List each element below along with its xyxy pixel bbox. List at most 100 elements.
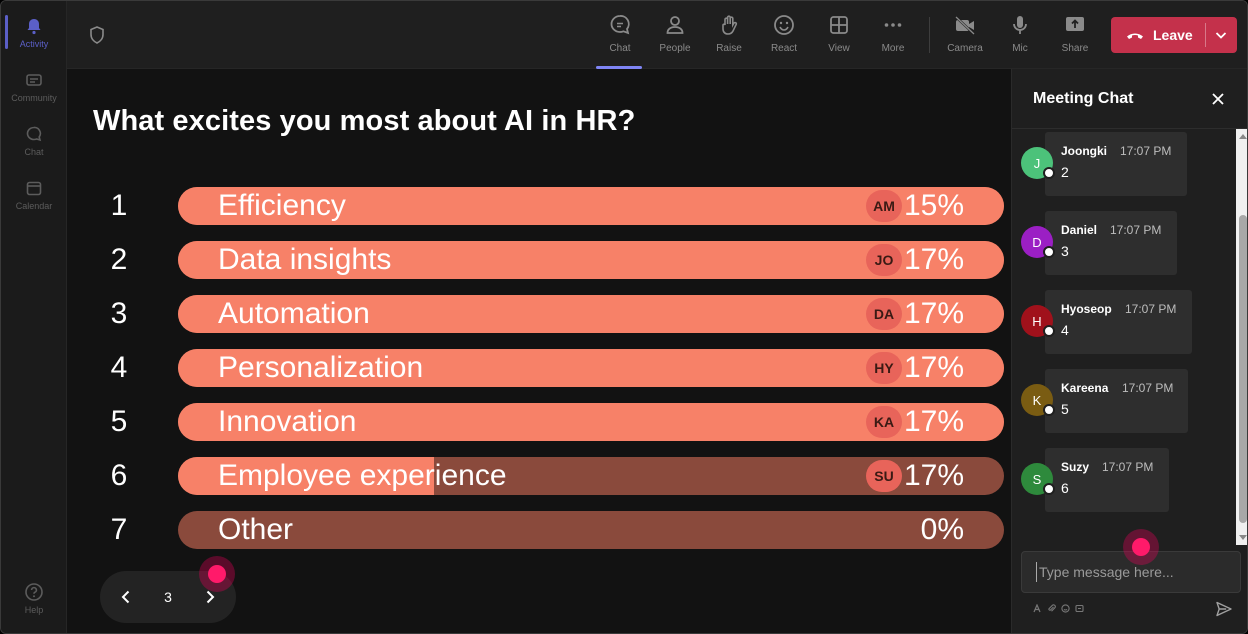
- toolbar-view-button[interactable]: View: [813, 9, 865, 63]
- toolbar-button-label: Chat: [609, 43, 631, 54]
- more-icon: [881, 13, 905, 37]
- poll-option-row: 2 Data insights JO 17%: [67, 241, 1011, 279]
- option-percent: 17%: [903, 297, 964, 330]
- meeting-chat-panel: Meeting Chat Joongki 17:07 PM 2 J Daniel 17:0…: [1011, 69, 1247, 633]
- option-bar: Efficiency AM 15%: [178, 187, 1004, 225]
- chat-scrollbar[interactable]: [1236, 129, 1247, 545]
- rail-item-activity[interactable]: Activity: [1, 7, 67, 57]
- option-percent: 15%: [903, 189, 964, 222]
- voter-avatar: SU: [866, 460, 902, 492]
- voter-avatar: HY: [866, 352, 902, 384]
- message-time: 17:07 PM: [1122, 381, 1174, 395]
- chevron-left-icon[interactable]: [116, 587, 136, 607]
- chat-message: Joongki 17:07 PM 2 J: [1012, 132, 1234, 196]
- rail-item-label: Activity: [19, 38, 49, 49]
- avatar[interactable]: D: [1021, 226, 1055, 258]
- send-icon[interactable]: [1214, 599, 1234, 619]
- option-number: 6: [110, 459, 128, 492]
- chat-bubble: Joongki 17:07 PM 2: [1045, 132, 1187, 196]
- camera-off-icon: [953, 13, 977, 37]
- gif-icon[interactable]: [1074, 603, 1084, 613]
- toolbar-divider: [929, 17, 930, 53]
- rail-item-calendar[interactable]: Calendar: [1, 169, 67, 219]
- chat-icon: [24, 124, 44, 144]
- sender-name: Suzy: [1061, 460, 1090, 474]
- chat-header: Meeting Chat: [1012, 69, 1247, 129]
- leave-button[interactable]: Leave: [1111, 17, 1237, 53]
- avatar-initial: J: [1033, 155, 1041, 171]
- option-number: 4: [110, 351, 128, 384]
- format-icon[interactable]: [1032, 603, 1042, 613]
- rail-item-community[interactable]: Community: [1, 61, 67, 111]
- attach-icon[interactable]: [1046, 603, 1056, 613]
- shield-icon[interactable]: [87, 25, 107, 45]
- toolbar-button-label: Raise: [716, 43, 742, 54]
- voter-avatar: DA: [866, 298, 902, 330]
- rail-item-chat[interactable]: Chat: [1, 115, 67, 165]
- toolbar-button-label: React: [770, 43, 798, 54]
- option-number: 2: [110, 243, 128, 276]
- toolbar-share-button[interactable]: Share: [1049, 9, 1101, 63]
- avatar[interactable]: S: [1021, 463, 1055, 495]
- voter-avatar: JO: [866, 244, 902, 276]
- avatar[interactable]: K: [1021, 384, 1055, 416]
- avatar-initial: H: [1032, 313, 1042, 329]
- calendar-icon: [24, 178, 44, 198]
- toolbar-react-button[interactable]: React: [758, 9, 810, 63]
- voter-avatar: AM: [866, 190, 902, 222]
- message-text: 5: [1061, 401, 1069, 417]
- toolbar-camera-button[interactable]: Camera: [939, 9, 991, 63]
- scrollbar-thumb[interactable]: [1239, 215, 1247, 523]
- toolbar-chat-button[interactable]: Chat: [594, 9, 646, 69]
- presence-status-icon: [1043, 167, 1055, 179]
- emoji-icon[interactable]: [1060, 603, 1070, 613]
- chevron-right-icon[interactable]: [200, 587, 220, 607]
- leave-label: Leave: [1153, 27, 1193, 43]
- presence-status-icon: [1043, 325, 1055, 337]
- option-bar: Other 0%: [178, 511, 1004, 549]
- sender-name: Kareena: [1061, 381, 1109, 395]
- chat-message-input[interactable]: [1036, 562, 1226, 582]
- close-icon[interactable]: [1208, 89, 1228, 109]
- poll-option-row: 5 Innovation KA 17%: [67, 403, 1011, 441]
- option-label: Data insights: [218, 243, 392, 276]
- rail-item-help[interactable]: Help: [1, 573, 67, 623]
- option-bar: Personalization HY 17%: [178, 349, 1004, 387]
- chat-message-list[interactable]: Joongki 17:07 PM 2 J Daniel 17:07 PM 3 D Hyoseop…: [1012, 129, 1234, 545]
- scroll-down-arrow-icon[interactable]: [1239, 535, 1247, 540]
- toolbar-raise-button[interactable]: Raise: [703, 9, 755, 63]
- avatar[interactable]: J: [1021, 147, 1055, 179]
- option-number: 5: [110, 405, 128, 438]
- toolbar-more-button[interactable]: More: [867, 9, 919, 63]
- avatar[interactable]: H: [1021, 305, 1055, 337]
- scroll-up-arrow-icon[interactable]: [1239, 134, 1247, 139]
- message-time: 17:07 PM: [1110, 223, 1162, 237]
- toolbar-mic-button[interactable]: Mic: [994, 9, 1046, 63]
- page-number: 3: [164, 589, 172, 605]
- leave-divider: [1205, 23, 1206, 47]
- raise-hand-icon: [717, 13, 741, 37]
- message-text: 2: [1061, 164, 1069, 180]
- option-percent: 17%: [903, 243, 964, 276]
- avatar-initial: K: [1032, 392, 1042, 408]
- sender-name: Hyoseop: [1061, 302, 1112, 316]
- toolbar-people-button[interactable]: People: [649, 9, 701, 63]
- chat-icon: [608, 13, 632, 37]
- chat-bubble: Suzy 17:07 PM 6: [1045, 448, 1169, 512]
- poll-option-row: 3 Automation DA 17%: [67, 295, 1011, 333]
- rail-item-label: Community: [11, 92, 57, 103]
- chat-message: Suzy 17:07 PM 6 S: [1012, 448, 1234, 512]
- chat-compose-box[interactable]: [1021, 551, 1241, 593]
- chevron-down-icon[interactable]: [1211, 25, 1231, 45]
- presence-status-icon: [1043, 483, 1055, 495]
- message-time: 17:07 PM: [1102, 460, 1154, 474]
- message-text: 6: [1061, 480, 1069, 496]
- poll-results-stage: What excites you most about AI in HR? 1 E…: [67, 69, 1011, 633]
- chat-bubble: Daniel 17:07 PM 3: [1045, 211, 1177, 275]
- react-icon: [772, 13, 796, 37]
- poll-question: What excites you most about AI in HR?: [93, 105, 636, 137]
- chat-bubble: Hyoseop 17:07 PM 4: [1045, 290, 1192, 354]
- rail-item-label: Help: [24, 604, 44, 615]
- sender-name: Joongki: [1061, 144, 1108, 158]
